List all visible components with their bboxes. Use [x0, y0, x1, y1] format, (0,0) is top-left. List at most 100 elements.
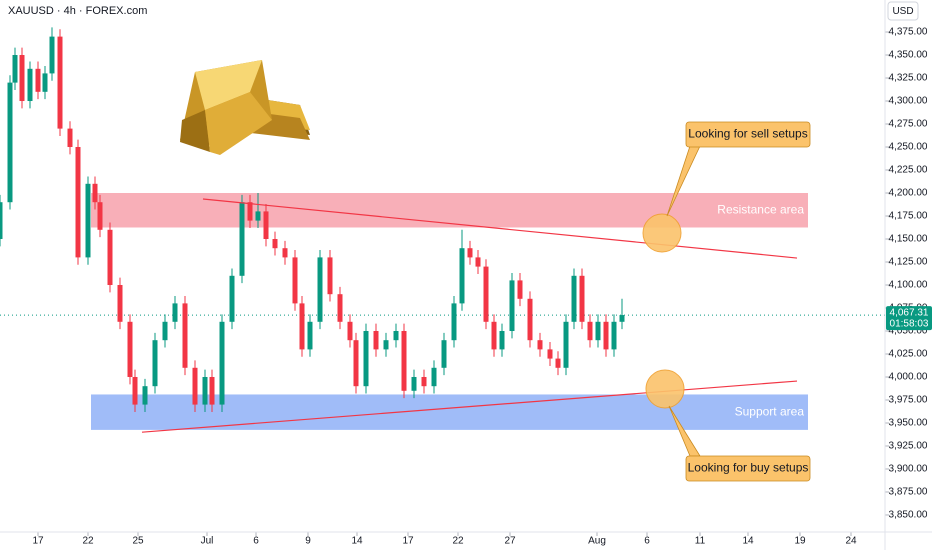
candle-body: [255, 211, 261, 221]
candle-body: [327, 257, 333, 295]
x-tick-label: 6: [253, 536, 259, 547]
candle-body: [263, 211, 269, 239]
candle-body: [499, 330, 505, 350]
candles: [0, 27, 625, 412]
y-tick-label: 4,275.00: [889, 119, 928, 130]
x-tick-label: 17: [402, 536, 414, 547]
candle-body: [441, 340, 447, 368]
candle-body: [401, 330, 407, 391]
candle-body: [563, 321, 569, 368]
y-tick-label: 4,300.00: [889, 96, 928, 107]
candle-body: [85, 183, 91, 258]
candle-body: [27, 68, 33, 102]
candle-body: [595, 321, 601, 341]
candle-body: [229, 275, 235, 322]
y-tick-label: 4,025.00: [889, 349, 928, 360]
x-tick-label: 24: [845, 536, 857, 547]
candle-body: [491, 321, 497, 350]
y-tick-label: 3,900.00: [889, 464, 928, 475]
candle-body: [421, 376, 427, 387]
candle-body: [162, 321, 168, 341]
candle-body: [192, 367, 198, 405]
candle-body: [182, 303, 188, 368]
candle-body: [571, 275, 577, 322]
zone-label: Resistance area: [717, 202, 804, 216]
zone: [91, 193, 808, 228]
candle-body: [587, 321, 593, 341]
candle-body: [431, 367, 437, 387]
x-tick-label: 22: [452, 536, 464, 547]
candle-body: [603, 321, 609, 350]
zone-label: Support area: [735, 404, 805, 418]
candle-body: [393, 330, 399, 341]
currency-box: [887, 1, 919, 21]
candle-body: [0, 202, 3, 239]
candle-body: [127, 321, 133, 377]
candle-body: [19, 55, 25, 102]
currency: USD: [892, 6, 913, 17]
y-tick-label: 4,175.00: [889, 211, 928, 222]
candle-body: [239, 202, 245, 276]
candle-body: [92, 183, 98, 203]
candle-body: [202, 376, 208, 405]
y-tick-label: 4,050.00: [889, 326, 928, 337]
candle-body: [75, 147, 81, 258]
axes: 3,850.00 3,875.00 3,900.00 3,925.00 3,950.00…: [32, 27, 927, 547]
candle-body: [547, 349, 553, 359]
y-tick-label: 3,950.00: [889, 418, 928, 429]
candle-body: [459, 248, 465, 304]
trendlines: [141, 198, 798, 433]
candle-body: [57, 36, 63, 129]
y-tick-label: 4,225.00: [889, 165, 928, 176]
candle-body: [219, 321, 225, 405]
x-tick-label: Jul: [201, 536, 214, 547]
candle-body: [619, 315, 625, 322]
zone: [91, 394, 808, 430]
trendline: [141, 380, 798, 433]
candle-body: [353, 340, 359, 387]
candle-body: [67, 128, 73, 148]
candle-body: [537, 340, 543, 350]
candle-body: [611, 321, 617, 350]
candle-body: [42, 73, 48, 92]
candle-body: [579, 275, 585, 322]
candle-body: [411, 376, 417, 391]
y-tick-label: 3,875.00: [889, 487, 928, 498]
candle-body: [292, 257, 298, 304]
x-tick-label: 11: [695, 536, 706, 547]
candle-body: [383, 340, 389, 350]
y-tick-label: 4,100.00: [889, 280, 928, 291]
candle-body: [142, 386, 148, 405]
candle-body: [172, 303, 178, 322]
candle-body: [282, 248, 288, 258]
sell-callout: Looking for sell setups: [642, 121, 811, 253]
candle-body: [475, 257, 481, 267]
candle-body: [555, 358, 561, 368]
candle-body: [49, 36, 55, 74]
x-tick-label: 19: [794, 536, 806, 547]
y-tick-label: 3,850.00: [889, 510, 928, 521]
candle-body: [247, 202, 253, 221]
candle-body: [337, 294, 343, 322]
y-tick-label: 4,150.00: [889, 234, 928, 245]
candle-body: [347, 321, 353, 341]
candle-body: [209, 376, 215, 405]
trendline: [202, 198, 798, 259]
y-tick-label: 4,200.00: [889, 188, 928, 199]
candle-body: [132, 376, 138, 405]
candle-body: [152, 340, 158, 387]
price-label-box: [886, 306, 932, 331]
x-tick-label: 14: [351, 536, 363, 547]
x-tick-label: 9: [305, 536, 311, 547]
x-tick-label: 17: [32, 536, 44, 547]
candle-body: [363, 330, 369, 387]
x-tick-label: 14: [742, 536, 754, 547]
price-label: 4,067.31: [890, 308, 929, 319]
candle-body: [7, 82, 13, 203]
y-tick-label: 4,000.00: [889, 372, 928, 383]
countdown: 01:58:03: [890, 319, 929, 330]
callout-text: Looking for sell setups: [688, 127, 807, 141]
candle-body: [517, 280, 523, 299]
